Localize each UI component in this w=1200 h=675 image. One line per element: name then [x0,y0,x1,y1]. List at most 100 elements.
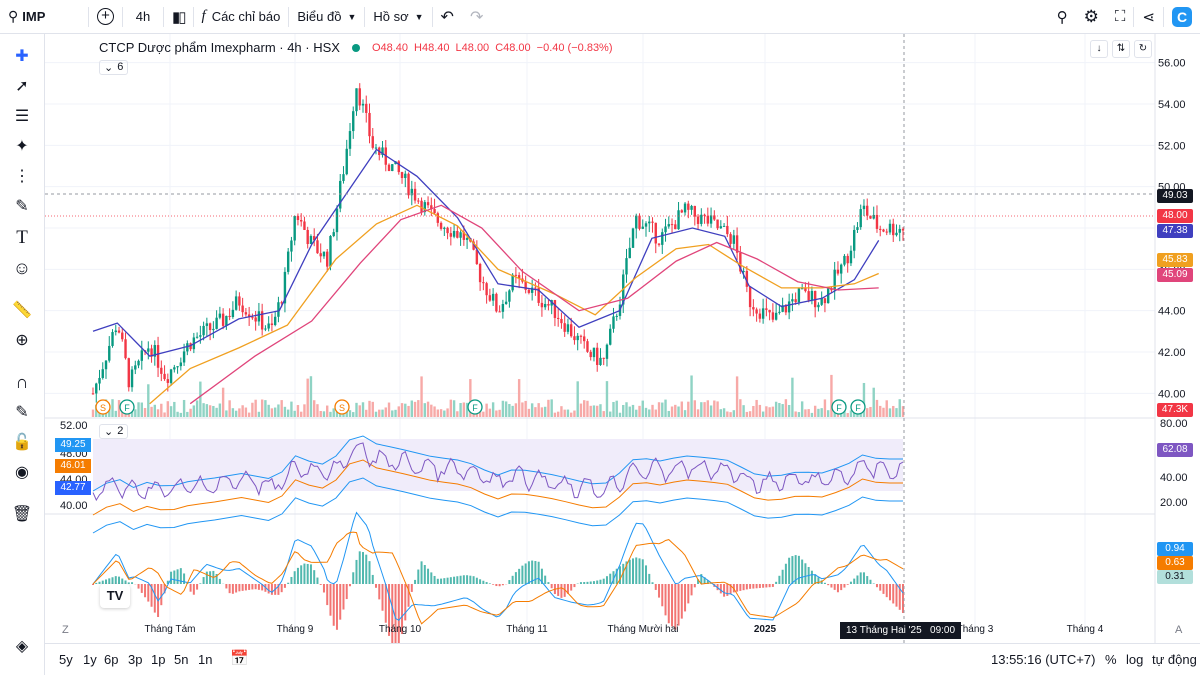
volume-bar [784,399,788,417]
macd-histogram-bar [277,584,280,595]
goto-date-button[interactable]: 📅 [230,649,249,667]
volume-bar [550,399,553,417]
candle-body [774,312,778,320]
emoji-tool[interactable]: ☺ [8,254,36,282]
tv-logo[interactable]: TV [100,584,130,608]
chart-type-button[interactable]: ▮▯ [164,0,193,34]
pattern-tool[interactable]: ✦ [8,132,36,160]
share-button[interactable]: ⋖ [1134,0,1163,34]
app-logo[interactable]: C [1164,0,1200,34]
fullscreen-button[interactable]: ⛶ [1107,0,1134,34]
crosshair-icon: ✚ [15,48,29,65]
candle-body [748,286,752,308]
macd-histogram-bar [654,584,657,590]
volume-bar [696,409,700,417]
ruler-icon: 📏 [12,302,32,319]
indicators-button[interactable]: f Các chỉ báo [194,0,289,34]
auto-scale-button[interactable]: A [1175,624,1182,636]
macd-histogram-bar [742,584,745,591]
candle-body [755,309,758,314]
log-toggle[interactable]: log [1126,652,1144,667]
macd-histogram-bar [362,552,364,584]
redo-button[interactable]: ↷ [462,0,491,34]
move-down-button[interactable]: ↓ [1090,40,1108,58]
lock-all-tool[interactable]: 🔓 [8,428,36,456]
timezone-button[interactable]: Z [62,624,69,636]
candle-body [475,249,479,265]
macd-histogram-bar [352,572,355,584]
profile-menu-button[interactable]: Hồ sơ ▼ [365,0,431,34]
candle-body [117,330,121,333]
visibility-tool[interactable]: ◉ [8,458,36,486]
macd-histogram-bar [131,582,134,584]
range-1n[interactable]: 1n [198,652,213,667]
macd-histogram-bar [830,584,833,588]
price-tick-label: 54.00 [1158,99,1186,111]
brush-tool[interactable]: ✎ [8,192,36,220]
candle-body [332,232,335,237]
macd-histogram-bar [836,584,839,593]
candle-body [247,314,251,318]
candle-body [443,227,446,229]
volume-bar [153,404,157,417]
collapse-button[interactable]: ⇅ [1112,40,1130,58]
range-5y[interactable]: 5y [59,652,73,667]
percent-toggle[interactable]: % [1105,652,1117,667]
volume-bar [742,405,745,417]
macd-histogram-bar [527,561,530,584]
layers-tool[interactable]: ◈ [8,632,36,660]
undo-button[interactable]: ↶ [433,0,462,34]
symbol-search-button[interactable]: ⚲ IMP [0,0,88,34]
settings-button[interactable]: ⚙ [1076,0,1107,34]
projection-tool[interactable]: ⋮ [8,162,36,190]
range-5n[interactable]: 5n [174,652,189,667]
zoom-tool[interactable]: ⊕ [8,326,36,354]
auto-toggle[interactable]: tự động [1152,652,1197,667]
volume-bar [517,379,521,417]
macd-signal-line [92,531,904,625]
top-toolbar: ⚲ IMP + 4h ▮▯ f Các chỉ báo Biểu đồ ▼ Hồ s… [0,0,1200,34]
chart-menu-button[interactable]: Biểu đồ ▼ [289,0,364,34]
compare-button[interactable]: + [89,0,122,34]
macd-histogram-bar [570,584,573,591]
macd-histogram-bar [879,584,882,591]
lock-drawing-tool[interactable]: ✎ [8,398,36,426]
volume-bar [433,406,436,417]
candle-body [293,215,296,241]
candle-body [241,305,244,313]
volume-bar [755,399,758,417]
candle-body [504,301,508,304]
macd-histogram-bar [414,579,417,584]
rsi-indicator-toggle[interactable]: ⌄ 2 [99,424,129,439]
quick-search-button[interactable]: ⚲ [1049,0,1076,34]
ruler-tool[interactable]: 📏 [8,296,36,324]
macd-histogram-bar [472,576,475,584]
macd-histogram-bar [329,584,332,616]
candle-body [260,311,264,330]
range-6p[interactable]: 6p [104,652,119,667]
volume-bar [670,406,674,417]
macd-histogram-bar [638,558,641,584]
range-1y[interactable]: 1y [83,652,97,667]
indicators-label: Các chỉ báo [211,9,281,24]
price-tick-label: 42.00 [1158,347,1186,359]
macd-histogram-bar [293,571,296,584]
range-3p[interactable]: 3p [128,652,143,667]
magnet-tool[interactable]: ∩ [8,368,36,396]
candle-body [576,335,579,341]
trendline-tool[interactable]: ➚ [8,72,36,100]
remove-tool[interactable]: 🗑 [8,500,36,528]
interval-button[interactable]: 4h [135,9,151,24]
crosshair-tool[interactable]: ✚ [8,42,36,70]
indicator-toggle[interactable]: ⌄ 6 [99,60,129,75]
reset-button[interactable]: ↻ [1134,40,1152,58]
chart-area[interactable]: 56.0054.0052.0050.0048.0046.0044.0042.00… [45,34,1200,643]
volume-bar [781,404,784,417]
fib-tool[interactable]: ☰ [8,102,36,130]
event-marker-f: F [119,399,135,415]
candle-body [286,251,290,272]
range-1p[interactable]: 1p [151,652,166,667]
text-tool[interactable]: T [8,224,36,252]
candle-body [553,300,557,318]
volume-bar [117,400,121,417]
